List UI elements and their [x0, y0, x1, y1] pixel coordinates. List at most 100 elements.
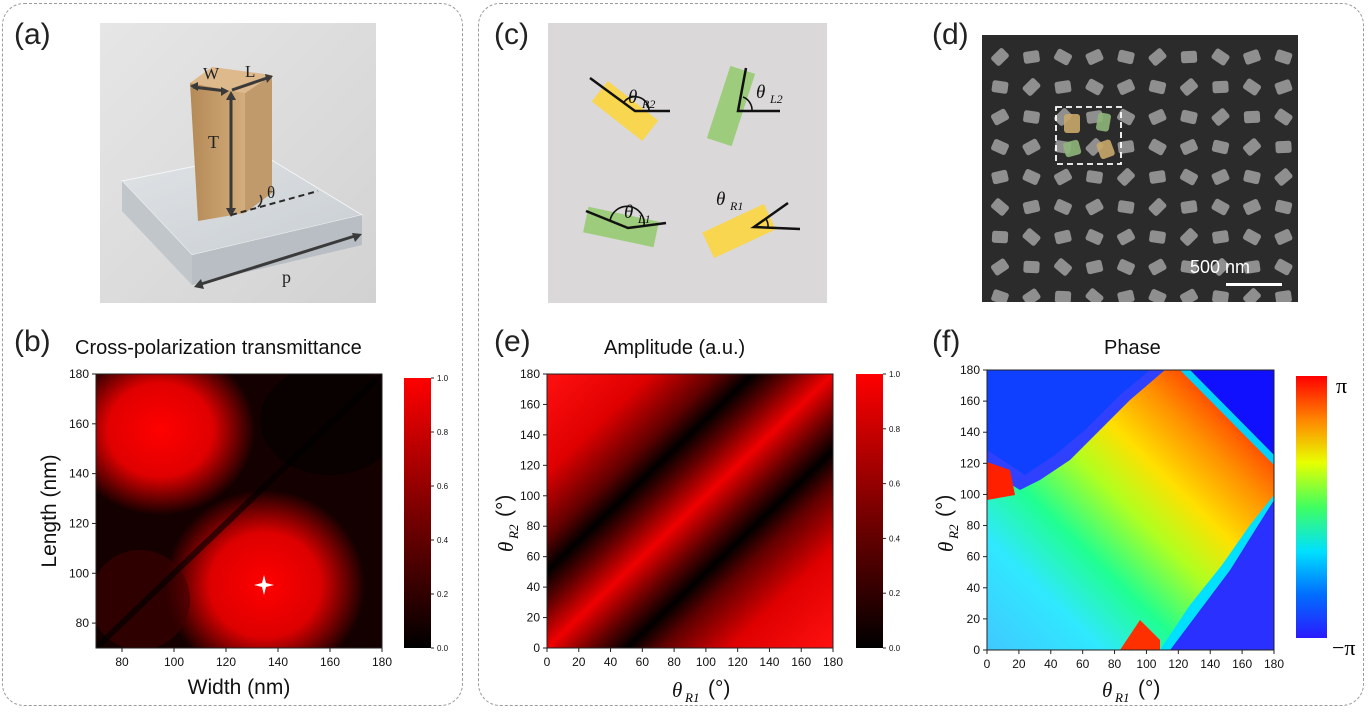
- f-xtick-label: 160: [1232, 657, 1252, 671]
- theta-r1-sub: R1: [729, 199, 743, 213]
- svg-text:(°): (°): [1138, 677, 1160, 700]
- b-ytick-label: 100: [69, 566, 89, 580]
- sem-pillar: [1148, 198, 1167, 216]
- sem-pillar: [1085, 49, 1104, 65]
- sem-pillar: [1117, 168, 1135, 186]
- b-ytick-label: 80: [76, 616, 90, 630]
- sem-pillar: [1275, 140, 1292, 154]
- sem-pillar: [1085, 229, 1104, 245]
- e-xtick-label: 140: [759, 655, 779, 669]
- sem-pillar: [991, 289, 1009, 302]
- b-xtick-label: 80: [115, 655, 129, 669]
- b-xtick-label: 100: [164, 655, 184, 669]
- svg-text:θ: θ: [494, 542, 518, 552]
- e-cb-label: 0.4: [889, 534, 901, 543]
- sem-pillar: [1022, 199, 1041, 215]
- e-ytick-label: 140: [520, 428, 540, 442]
- b-cb-label: 0.2: [437, 590, 449, 599]
- f-ytick-label: 140: [960, 425, 980, 439]
- e-cb-label: 0.2: [889, 589, 901, 598]
- sem-pillar: [1180, 200, 1198, 214]
- e-ytick-label: 20: [527, 611, 541, 625]
- b-cb-label: 1.0: [437, 374, 449, 383]
- sem-pillar: [991, 48, 1009, 66]
- panel-label-f: (f): [932, 325, 961, 358]
- e-xtick-label: 0: [544, 655, 551, 669]
- ylabel-b: Length (nm): [38, 454, 61, 567]
- b-ytick-label: 160: [69, 417, 89, 431]
- e-xtick-label: 80: [667, 655, 681, 669]
- sem-pillar: [1085, 198, 1104, 216]
- sem-pillar: [1211, 139, 1230, 155]
- sem-pillar: [1117, 259, 1135, 275]
- e-ytick-label: 80: [527, 519, 541, 533]
- b-cb-label: 0.8: [437, 428, 449, 437]
- e-xtick-label: 100: [696, 655, 716, 669]
- b-ytick-label: 140: [69, 467, 89, 481]
- e-xtick-label: 20: [572, 655, 586, 669]
- svg-text:R2: R2: [946, 524, 961, 540]
- sem-pillar: [1085, 259, 1104, 275]
- sem-pillar: [1243, 138, 1261, 156]
- sem-pillar: [1148, 289, 1167, 302]
- sem-pillar: [1148, 79, 1167, 95]
- sem-pillar: [1053, 168, 1073, 186]
- sem-pillar: [1274, 258, 1293, 276]
- f-ytick-label: 120: [960, 456, 980, 470]
- theta-l1: θ: [624, 202, 633, 223]
- sem-pillar: [991, 139, 1009, 155]
- sem-pillar: [991, 230, 1009, 244]
- f-ytick-label: 80: [967, 519, 981, 533]
- sem-pillar: [1086, 170, 1103, 184]
- sem-pillar: [1179, 288, 1199, 302]
- sem-pillar: [1085, 138, 1104, 156]
- f-ytick-label: 0: [973, 643, 980, 657]
- e-ytick-label: 180: [520, 367, 540, 381]
- panel-a-illustration: W L T θ p: [100, 23, 376, 303]
- frame-right: [478, 3, 1364, 706]
- e-ytick-label: 40: [527, 580, 541, 594]
- sem-pillar: [1116, 228, 1136, 246]
- svg-text:R2: R2: [506, 524, 521, 540]
- e-ytick-label: 60: [527, 550, 541, 564]
- sem-pillar: [1212, 230, 1229, 244]
- marker-star: [254, 575, 274, 595]
- sem-pillar: [1117, 200, 1135, 214]
- svg-text:(°): (°): [493, 495, 516, 517]
- b-xtick-label: 120: [216, 655, 236, 669]
- sem-pillar: [1243, 49, 1261, 65]
- b-ytick-label: 120: [69, 516, 89, 530]
- sem-pillar: [1054, 108, 1072, 126]
- svg-text:θ: θ: [672, 678, 682, 702]
- sem-pillar: [1242, 228, 1262, 246]
- sem-pillar: [1054, 290, 1072, 302]
- b-ytick-label: 180: [69, 367, 89, 381]
- sem-pillar: [1117, 79, 1135, 95]
- frame-left: [2, 3, 463, 706]
- f-xtick-label: 80: [1108, 657, 1122, 671]
- panel-label-a: (a): [14, 18, 51, 51]
- title-f: Phase: [1104, 337, 1161, 359]
- sem-pillar: [991, 80, 1009, 94]
- sem-pillar: [1212, 80, 1229, 94]
- sem-pillar: [1274, 168, 1293, 186]
- e-ytick-label: 120: [520, 458, 540, 472]
- sem-pillar: [1053, 48, 1073, 66]
- sem-pillar: [1243, 288, 1261, 302]
- f-ytick-label: 20: [967, 612, 981, 626]
- sem-pillar: [1274, 108, 1293, 126]
- f-ytick-label: 160: [960, 394, 980, 408]
- sem-pillar: [1180, 50, 1198, 64]
- f-xtick-label: 20: [1012, 657, 1026, 671]
- cb-f-top: π: [1336, 373, 1347, 398]
- sem-pillar: [1148, 109, 1167, 125]
- panel-label-e: (e): [494, 325, 531, 358]
- sem-pillar: [1180, 260, 1198, 274]
- sem-pillar: [1148, 48, 1167, 66]
- e-ytick-label: 0: [533, 641, 540, 655]
- sem-pillar: [1149, 230, 1166, 244]
- sem-pillar: [1274, 79, 1293, 95]
- colorbar-b: [404, 378, 431, 648]
- sem-pillar: [1149, 170, 1166, 184]
